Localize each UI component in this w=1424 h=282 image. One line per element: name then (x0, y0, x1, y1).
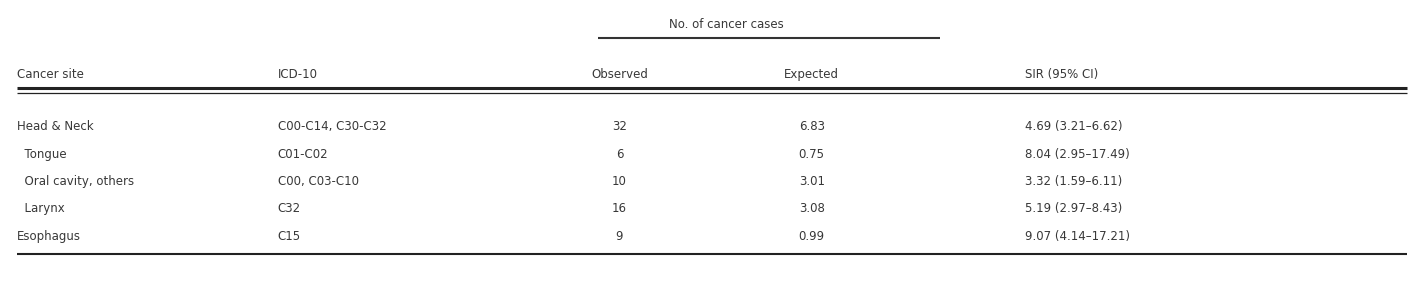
Text: 16: 16 (612, 202, 627, 215)
Text: 32: 32 (612, 120, 627, 133)
Text: 10: 10 (612, 175, 627, 188)
Text: C32: C32 (278, 202, 300, 215)
Text: Head & Neck: Head & Neck (17, 120, 94, 133)
Text: 6: 6 (615, 148, 624, 161)
Text: Expected: Expected (785, 68, 839, 81)
Text: 3.32 (1.59–6.11): 3.32 (1.59–6.11) (1025, 175, 1122, 188)
Text: 9: 9 (615, 230, 624, 243)
Text: C01-C02: C01-C02 (278, 148, 329, 161)
Text: 0.75: 0.75 (799, 148, 824, 161)
Text: 4.69 (3.21–6.62): 4.69 (3.21–6.62) (1025, 120, 1122, 133)
Text: Esophagus: Esophagus (17, 230, 81, 243)
Text: 3.01: 3.01 (799, 175, 824, 188)
Text: C00, C03-C10: C00, C03-C10 (278, 175, 359, 188)
Text: 8.04 (2.95–17.49): 8.04 (2.95–17.49) (1025, 148, 1131, 161)
Text: No. of cancer cases: No. of cancer cases (669, 18, 783, 31)
Text: Larynx: Larynx (17, 202, 66, 215)
Text: 3.08: 3.08 (799, 202, 824, 215)
Text: Oral cavity, others: Oral cavity, others (17, 175, 134, 188)
Text: Cancer site: Cancer site (17, 68, 84, 81)
Text: 6.83: 6.83 (799, 120, 824, 133)
Text: 0.99: 0.99 (799, 230, 824, 243)
Text: C15: C15 (278, 230, 300, 243)
Text: 9.07 (4.14–17.21): 9.07 (4.14–17.21) (1025, 230, 1131, 243)
Text: SIR (95% CI): SIR (95% CI) (1025, 68, 1098, 81)
Text: C00-C14, C30-C32: C00-C14, C30-C32 (278, 120, 386, 133)
Text: Tongue: Tongue (17, 148, 67, 161)
Text: ICD-10: ICD-10 (278, 68, 318, 81)
Text: 5.19 (2.97–8.43): 5.19 (2.97–8.43) (1025, 202, 1122, 215)
Text: Observed: Observed (591, 68, 648, 81)
